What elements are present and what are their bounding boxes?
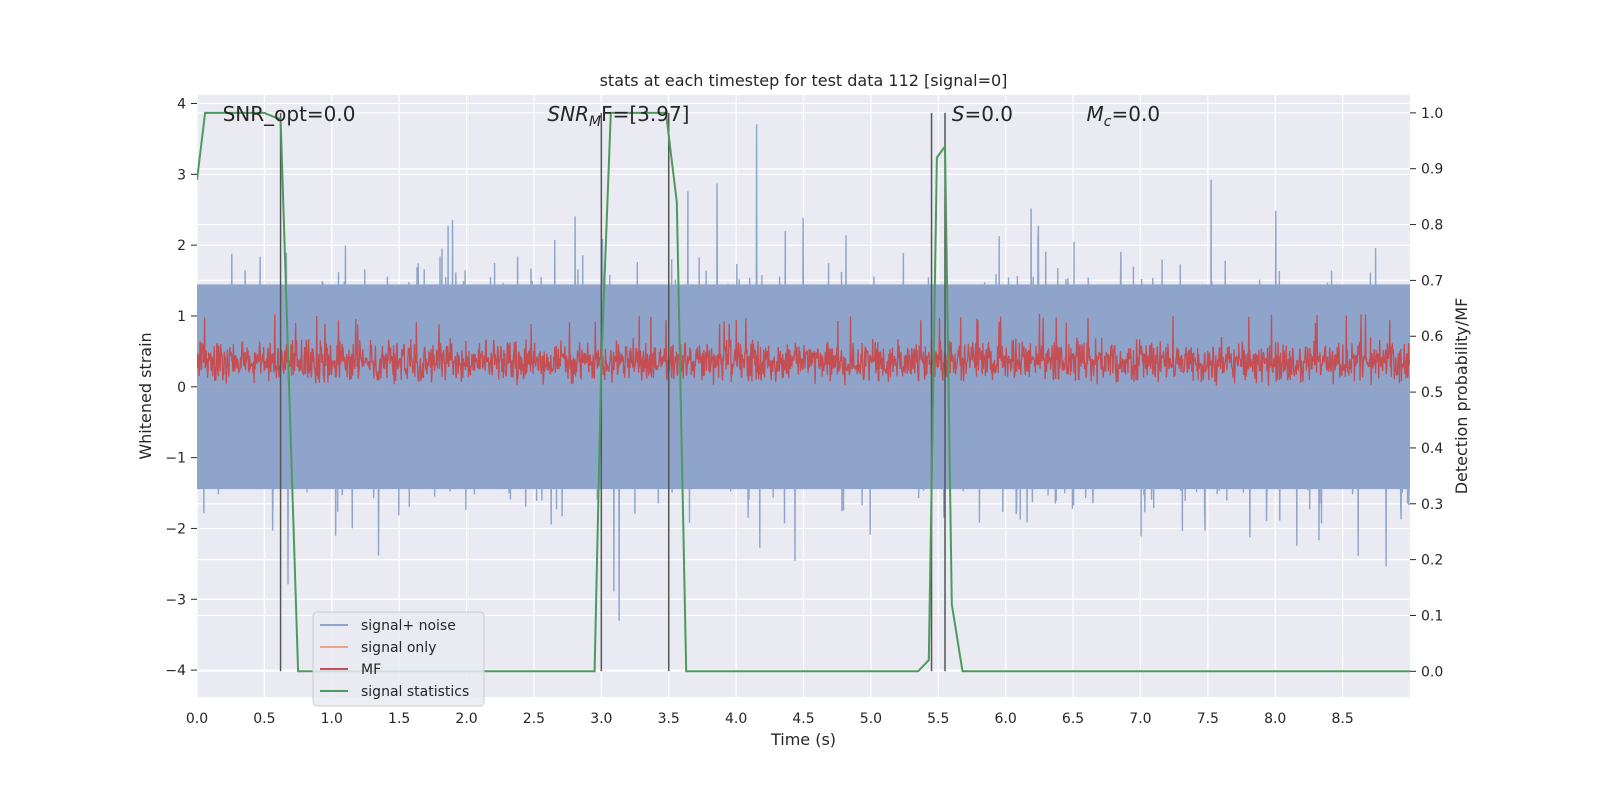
x-tick-label-10: 5.0 <box>860 711 882 727</box>
series-signal-statistics <box>197 111 1410 673</box>
annotation-1-tail: F=[3.97] <box>601 102 689 126</box>
x-tick-label-16: 8.0 <box>1264 711 1286 727</box>
y-right-tick-label-9: 0.1 <box>1421 608 1443 624</box>
x-tick-label-2: 1.0 <box>321 711 343 727</box>
annotation-1: SNRMF=[3.97] <box>547 102 689 130</box>
x-tick-label-15: 7.5 <box>1197 711 1219 727</box>
y-left-tick-label-7: −3 <box>165 592 186 608</box>
annotations: SNR_opt=0.0 SNRMF=[3.97] S=0.0 Mc=0.0 <box>223 102 1160 130</box>
noise-trace <box>197 124 1410 621</box>
x-tick-label-4: 2.0 <box>455 711 477 727</box>
annotation-0-head: SNR_opt=0.0 <box>223 102 356 126</box>
y-left-tick-label-0: 4 <box>177 96 186 112</box>
x-tick-label-9: 4.5 <box>792 711 814 727</box>
y-right-tick-label-0: 1.0 <box>1421 106 1443 122</box>
y-left-tick-label-4: 0 <box>177 380 186 396</box>
y-left-tick-label-1: 3 <box>177 167 186 183</box>
y-left-tick-label-8: −4 <box>165 663 186 679</box>
y-right-tick-label-4: 0.6 <box>1421 329 1443 345</box>
x-tick-label-3: 1.5 <box>388 711 410 727</box>
annotation-3-sub: c <box>1104 114 1112 130</box>
y-axis-right-label: Detection probability/MF <box>1452 298 1471 495</box>
mf-trace <box>197 313 1410 386</box>
y-left-tick-label-6: −2 <box>165 521 186 537</box>
signal-statistics-trace <box>197 111 1410 673</box>
y-left-tick-label-2: 2 <box>177 238 186 254</box>
y-right-tick-label-10: 0.0 <box>1421 664 1443 680</box>
y-right-tick-label-1: 0.9 <box>1421 162 1443 178</box>
annotation-2-head: S <box>952 102 965 126</box>
x-tick-label-11: 5.5 <box>927 711 949 727</box>
y-right-tick-label-6: 0.4 <box>1421 441 1443 457</box>
ticks: 0.0 0.5 1.0 1.5 2.0 2.5 3.0 3.5 4.0 4.5 5.0 5.5 6.0 6… <box>165 96 1443 727</box>
y-right-tick-label-8: 0.2 <box>1421 553 1443 569</box>
annotation-3: Mc=0.0 <box>1087 102 1161 130</box>
x-tick-label-0: 0.0 <box>186 711 208 727</box>
y-right-tick-label-2: 0.8 <box>1421 218 1443 234</box>
x-axis-label: Time (s) <box>770 730 836 749</box>
y-axis-left-label: Whitened strain <box>136 332 155 459</box>
annotation-2-tail: =0.0 <box>964 102 1013 126</box>
x-tick-label-8: 4.0 <box>725 711 747 727</box>
series-mf <box>197 313 1410 386</box>
x-tick-label-5: 2.5 <box>523 711 545 727</box>
annotation-3-tail: =0.0 <box>1112 102 1161 126</box>
y-left-tick-label-3: 1 <box>177 309 186 325</box>
legend-label-1: signal only <box>361 640 436 656</box>
legend: signal+ noise signal only MF signal statist… <box>312 611 485 707</box>
y-left-tick-label-5: −1 <box>165 451 186 467</box>
annotation-3-head: M <box>1087 102 1104 126</box>
y-right-tick-label-5: 0.5 <box>1421 385 1443 401</box>
x-tick-label-1: 0.5 <box>253 711 275 727</box>
annotation-0: SNR_opt=0.0 <box>223 102 356 126</box>
chart-title: stats at each timestep for test data 112… <box>600 71 1008 90</box>
x-tick-label-14: 7.0 <box>1129 711 1151 727</box>
legend-label-0: signal+ noise <box>361 618 456 634</box>
y-right-tick-label-3: 0.7 <box>1421 273 1443 289</box>
series-signal-noise <box>197 124 1410 621</box>
legend-label-2: MF <box>361 662 381 678</box>
annotation-2: S=0.0 <box>952 102 1013 126</box>
legend-label-3: signal statistics <box>361 684 469 700</box>
x-tick-label-7: 3.5 <box>658 711 680 727</box>
annotation-1-sub: M <box>589 114 601 130</box>
x-tick-label-17: 8.5 <box>1331 711 1353 727</box>
legend-frame <box>312 611 485 707</box>
x-tick-label-13: 6.5 <box>1062 711 1084 727</box>
annotation-1-head: SNR <box>547 102 589 126</box>
x-tick-label-12: 6.0 <box>995 711 1017 727</box>
x-tick-label-6: 3.0 <box>590 711 612 727</box>
y-right-tick-label-7: 0.3 <box>1421 497 1443 513</box>
